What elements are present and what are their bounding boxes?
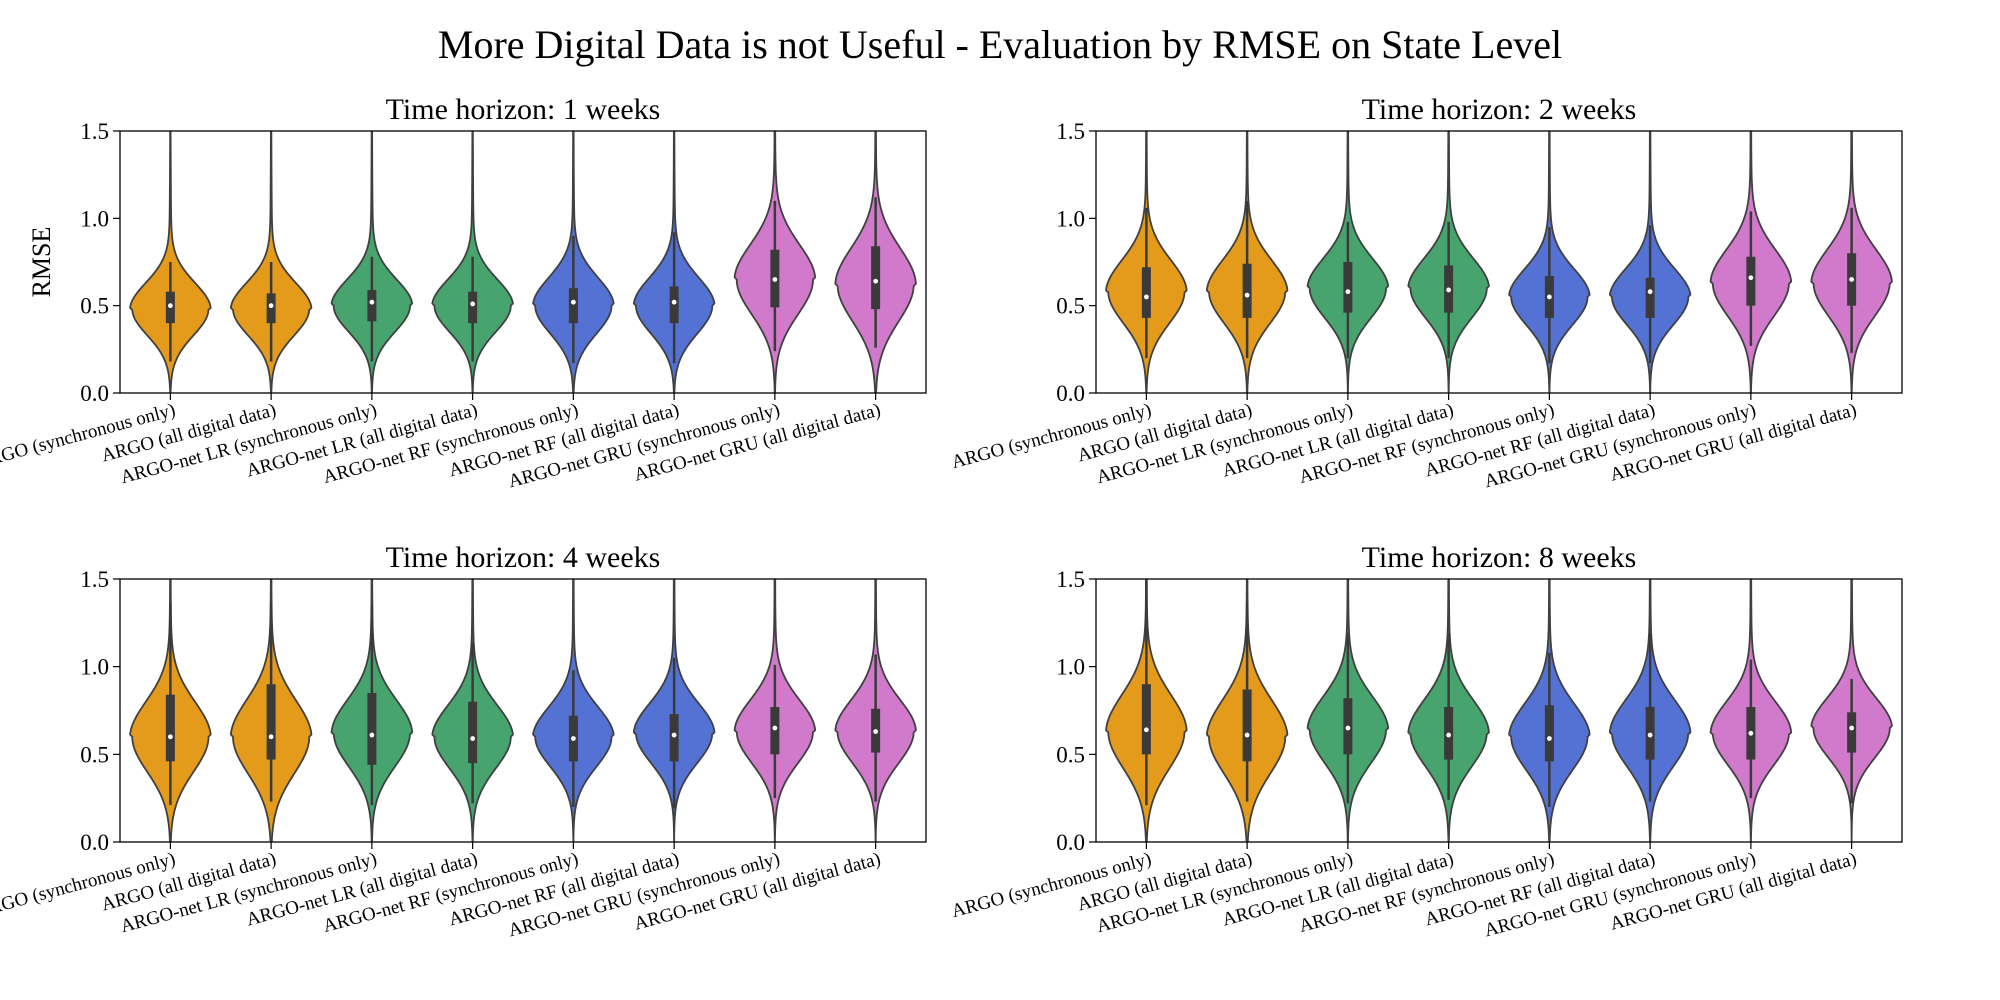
y-tick-label: 0.0 bbox=[1056, 381, 1085, 406]
violin-median-dot bbox=[873, 729, 879, 734]
violin-median-dot bbox=[1748, 275, 1754, 281]
figure-title: More Digital Data is not Useful - Evalua… bbox=[438, 22, 1562, 67]
violin-iqr-box bbox=[1242, 689, 1252, 762]
violin-median-dot bbox=[1143, 294, 1149, 300]
y-tick-label: 1.5 bbox=[1056, 567, 1085, 592]
violin-median-dot bbox=[1143, 727, 1149, 733]
violin-median-dot bbox=[1244, 732, 1250, 738]
violin-iqr-box bbox=[1141, 267, 1151, 318]
violin-iqr-box bbox=[165, 694, 175, 762]
violin-iqr-box bbox=[871, 246, 881, 310]
panels: Time horizon: 1 weeksRMSE0.00.51.01.5ARG… bbox=[0, 93, 1903, 941]
panel-title: Time horizon: 2 weeks bbox=[1362, 93, 1637, 126]
violin-iqr-box bbox=[468, 701, 478, 764]
y-tick-label: 1.0 bbox=[1056, 206, 1085, 231]
y-tick-label: 1.5 bbox=[80, 119, 109, 144]
y-tick-label: 1.0 bbox=[80, 655, 109, 680]
violin-median-dot bbox=[1647, 732, 1653, 738]
violin-iqr-box bbox=[770, 706, 780, 755]
violin-median-dot bbox=[369, 299, 375, 305]
y-tick-label: 1.5 bbox=[80, 567, 109, 592]
violin-median-dot bbox=[671, 299, 677, 305]
violin-median-dot bbox=[268, 734, 274, 740]
violin-median-dot bbox=[1446, 287, 1452, 293]
violin-median-dot bbox=[873, 278, 879, 284]
violin-median-dot bbox=[369, 732, 375, 738]
violins bbox=[1105, 579, 1893, 842]
violin-median-dot bbox=[772, 725, 778, 731]
violin-iqr-box bbox=[468, 291, 478, 324]
panel-frame bbox=[119, 578, 927, 843]
panel-frame bbox=[1095, 130, 1903, 394]
y-tick-label: 0.0 bbox=[80, 381, 109, 406]
violin-median-dot bbox=[1849, 725, 1855, 731]
y-tick-label: 0.5 bbox=[80, 742, 109, 767]
violin-iqr-box bbox=[367, 289, 377, 322]
violin-median-dot bbox=[570, 736, 576, 741]
violin-median-dot bbox=[167, 734, 173, 740]
y-tick-label: 1.5 bbox=[1056, 119, 1085, 144]
violins bbox=[129, 579, 917, 842]
y-tick-label: 1.0 bbox=[1056, 655, 1085, 680]
violin-iqr-box bbox=[568, 288, 578, 324]
violin-median-dot bbox=[1546, 294, 1552, 300]
violin-iqr-box bbox=[1645, 277, 1655, 318]
y-tick-label: 0.5 bbox=[1056, 742, 1085, 767]
violin-median-dot bbox=[772, 277, 778, 282]
violin-iqr-box bbox=[1141, 684, 1151, 755]
panel-title: Time horizon: 1 weeks bbox=[386, 93, 661, 126]
y-tick-label: 0.0 bbox=[1056, 830, 1085, 855]
y-tick-label: 0.5 bbox=[80, 294, 109, 319]
violin-median-dot bbox=[167, 303, 173, 309]
violin-median-dot bbox=[1345, 289, 1351, 295]
violin-iqr-box bbox=[669, 286, 679, 324]
violins bbox=[129, 131, 917, 393]
violin-median-dot bbox=[1345, 725, 1351, 731]
violin-median-dot bbox=[1546, 736, 1552, 741]
y-tick-label: 1.0 bbox=[80, 206, 109, 231]
violin-median-dot bbox=[470, 301, 476, 307]
panel-title: Time horizon: 8 weeks bbox=[1362, 541, 1637, 574]
violin-iqr-box bbox=[1746, 256, 1756, 306]
violin-iqr-box bbox=[266, 684, 276, 760]
violin-median-dot bbox=[570, 299, 576, 305]
panel-1: Time horizon: 1 weeksRMSE0.00.51.01.5ARG… bbox=[0, 93, 927, 492]
violin-iqr-box bbox=[1242, 263, 1252, 318]
violin-iqr-box bbox=[367, 692, 377, 765]
violin-median-dot bbox=[1849, 277, 1855, 282]
panel-frame bbox=[1095, 578, 1903, 843]
violins bbox=[1105, 131, 1893, 393]
panel-frame bbox=[119, 130, 927, 394]
violin-median-dot bbox=[671, 732, 677, 738]
y-axis-label: RMSE bbox=[27, 227, 56, 298]
violin-median-dot bbox=[1647, 289, 1653, 295]
violin-median-dot bbox=[1244, 292, 1250, 298]
violin-median-dot bbox=[268, 303, 274, 309]
y-tick-label: 0.5 bbox=[1056, 294, 1085, 319]
violin-iqr-box bbox=[266, 293, 276, 324]
violin-median-dot bbox=[1446, 732, 1452, 738]
violin-median-dot bbox=[470, 736, 476, 741]
violin-iqr-box bbox=[1847, 712, 1857, 753]
panel-title: Time horizon: 4 weeks bbox=[386, 541, 661, 574]
violin-iqr-box bbox=[1544, 705, 1554, 762]
y-tick-label: 0.0 bbox=[80, 830, 109, 855]
violin-iqr-box bbox=[1343, 262, 1353, 313]
violin-iqr-box bbox=[669, 714, 679, 762]
violin-median-dot bbox=[1748, 730, 1754, 736]
